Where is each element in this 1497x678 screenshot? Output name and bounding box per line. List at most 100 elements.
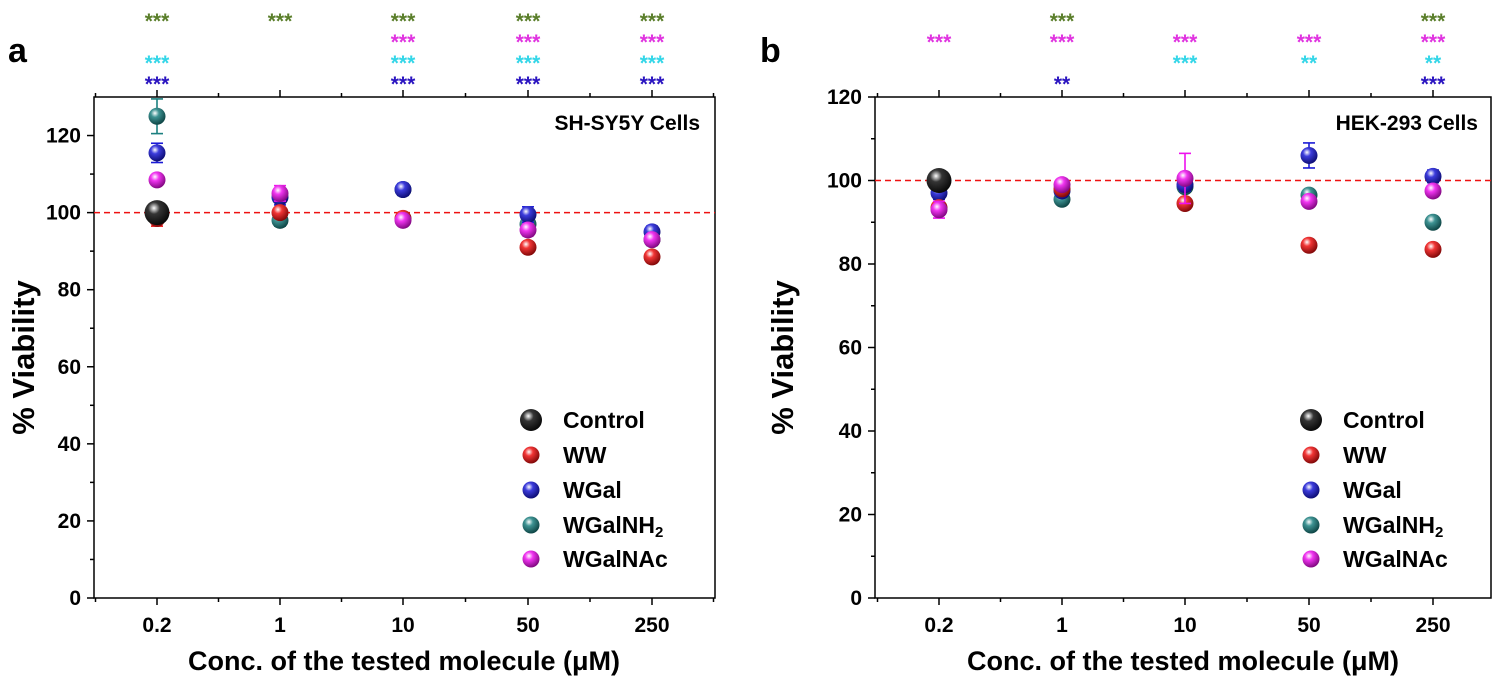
- panel-letter: b: [760, 32, 781, 70]
- significance-cyan: **: [1425, 52, 1442, 75]
- significance-green: ***: [1050, 10, 1075, 33]
- legend: Control WW WGal WGalNH2 WGalNAc: [520, 407, 668, 572]
- data-point-wgalnac: [394, 211, 412, 229]
- data-point-wgalnh2: [1424, 213, 1442, 231]
- y-axis-title: % Viability: [765, 280, 800, 435]
- x-axis-title: Conc. of the tested molecule (μM): [188, 646, 620, 676]
- x-tick-label: 1: [274, 614, 286, 637]
- data-point-wgal: [1424, 167, 1442, 185]
- x-tick-label: 250: [1415, 614, 1450, 637]
- significance-green: ***: [516, 10, 541, 33]
- x-tick-label: 10: [391, 614, 414, 637]
- y-tick-label: 80: [58, 279, 81, 302]
- legend-label-control: Control: [1343, 407, 1425, 433]
- significance-green: ***: [391, 10, 416, 33]
- y-axis-title: % Viability: [6, 280, 41, 435]
- significance-cyan: ***: [391, 52, 416, 75]
- panel-letter: a: [8, 32, 28, 70]
- x-tick-label: 50: [1297, 614, 1320, 637]
- legend-label-subscript: 2: [1435, 524, 1443, 541]
- significance-green: ***: [1421, 10, 1446, 33]
- legend-label-control: Control: [563, 407, 645, 433]
- legend-label-wgalnac: WGalNAc: [563, 546, 668, 572]
- significance-magenta: ***: [1050, 31, 1075, 54]
- legend-marker-control: [520, 409, 542, 431]
- y-tick-label: 40: [58, 433, 81, 456]
- significance-magenta: ***: [1421, 31, 1446, 54]
- data-point-ww: [271, 204, 289, 222]
- data-point-wgalnac: [1053, 176, 1071, 194]
- data-point-control: [144, 200, 170, 226]
- legend-marker-wgalnh2: [522, 516, 540, 534]
- legend-label-text: WGalNH: [563, 512, 655, 538]
- legend-marker-control: [1300, 409, 1322, 431]
- legend-marker-ww: [1302, 446, 1320, 464]
- legend-label-ww: WW: [563, 442, 607, 468]
- significance-magenta: ***: [516, 31, 541, 54]
- legend-marker-wgalnh2: [1302, 516, 1320, 534]
- legend-marker-wgalnac: [1302, 550, 1320, 568]
- significance-magenta: ***: [1173, 31, 1198, 54]
- legend-marker-wgal: [1302, 481, 1320, 499]
- x-tick-label: 0.2: [924, 614, 953, 637]
- y-tick-label: 0: [850, 587, 862, 610]
- significance-blue: ***: [516, 73, 541, 96]
- data-point-wgalnac: [1176, 169, 1194, 187]
- legend: Control WW WGal WGalNH2 WGalNAc: [1300, 407, 1448, 572]
- significance-blue: **: [1054, 73, 1071, 96]
- y-tick-label: 100: [827, 170, 862, 193]
- legend-label-wgal: WGal: [563, 477, 622, 503]
- data-point-ww: [1424, 240, 1442, 258]
- legend-label-wgalnac: WGalNAc: [1343, 546, 1448, 572]
- significance-magenta: ***: [640, 31, 665, 54]
- y-tick-label: 60: [58, 356, 81, 379]
- significance-cyan: ***: [516, 52, 541, 75]
- x-axis-title: Conc. of the tested molecule (μM): [967, 646, 1399, 676]
- legend-label-wgalnh2: WGalNH2: [563, 512, 663, 541]
- significance-cyan: ***: [145, 52, 170, 75]
- data-point-control: [926, 168, 952, 193]
- y-tick-label: 20: [58, 510, 81, 533]
- data-point-ww: [1300, 236, 1318, 254]
- y-tick-label: 60: [839, 337, 862, 360]
- legend-marker-wgalnac: [522, 550, 540, 568]
- significance-magenta: ***: [1297, 31, 1322, 54]
- data-point-wgal: [148, 144, 166, 162]
- series-control: [144, 200, 170, 226]
- legend-marker-wgal: [522, 481, 540, 499]
- data-point-ww: [519, 238, 537, 256]
- significance-cyan: **: [1301, 52, 1318, 75]
- y-tick-label: 120: [827, 86, 862, 109]
- data-point-wgalnac: [643, 231, 661, 249]
- significance-blue: ***: [391, 73, 416, 96]
- panel-a: a 0 20 40 60 80 100 120 0.2 1 10 50 250 Conc. of the …: [6, 10, 716, 676]
- legend-label-text: WGalNH: [1343, 512, 1435, 538]
- legend-label-wgalnh2: WGalNH2: [1343, 512, 1443, 541]
- data-point-wgalnac: [930, 201, 948, 219]
- data-point-wgalnh2: [148, 107, 166, 125]
- data-point-wgalnac: [271, 184, 289, 202]
- cell-label: HEK-293 Cells: [1336, 112, 1478, 135]
- x-tick-label: 50: [516, 614, 539, 637]
- plot-frame: [93, 96, 716, 599]
- significance-magenta: ***: [927, 31, 952, 54]
- x-tick-label: 10: [1173, 614, 1196, 637]
- x-tick-label: 0.2: [142, 614, 171, 637]
- significance-green: ***: [268, 10, 293, 33]
- y-tick-label: 120: [46, 125, 81, 148]
- legend-label-subscript: 2: [655, 524, 663, 541]
- significance-blue: ***: [640, 73, 665, 96]
- significance-green: ***: [145, 10, 170, 33]
- data-point-wgalnac: [1300, 192, 1318, 210]
- data-point-ww: [643, 248, 661, 266]
- y-tick-label: 80: [839, 253, 862, 276]
- data-point-wgalnac: [148, 171, 166, 189]
- significance-green: ***: [640, 10, 665, 33]
- significance-cyan: ***: [640, 52, 665, 75]
- data-point-wgal: [394, 180, 412, 198]
- series-wgalnac: [148, 171, 661, 249]
- data-point-wgalnac: [1424, 182, 1442, 200]
- x-tick-label: 1: [1056, 614, 1068, 637]
- legend-label-ww: WW: [1343, 442, 1387, 468]
